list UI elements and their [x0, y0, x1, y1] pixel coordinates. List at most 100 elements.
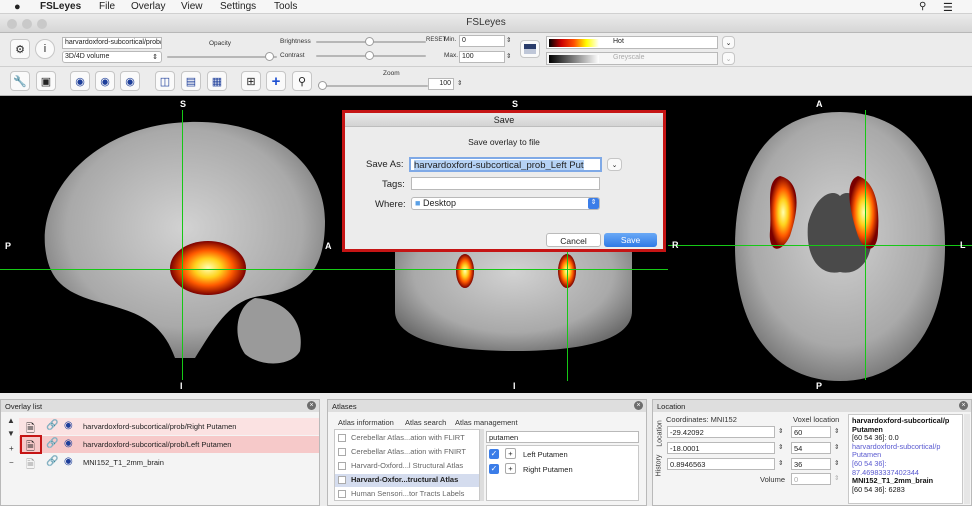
- voxel-y-stepper[interactable]: ⇕: [834, 444, 840, 451]
- locate-region-button[interactable]: +: [505, 463, 516, 474]
- min-value-input[interactable]: 0: [459, 35, 505, 47]
- close-location-icon[interactable]: ×: [959, 401, 968, 410]
- grid-layout-icon[interactable]: ▦: [207, 71, 227, 91]
- info-icon[interactable]: i: [35, 39, 55, 59]
- expand-save-panel-chevron-icon[interactable]: ⌄: [607, 158, 622, 171]
- tab-location[interactable]: Location: [656, 420, 664, 447]
- max-stepper[interactable]: ⇕: [506, 53, 512, 60]
- close-window-button[interactable]: [7, 19, 17, 29]
- coord-z-stepper[interactable]: ⇕: [778, 460, 784, 467]
- menu-tools[interactable]: Tools: [274, 1, 298, 12]
- minimize-window-button[interactable]: [22, 19, 32, 29]
- location-info-scrollbar[interactable]: [964, 414, 970, 504]
- settings-gear-icon[interactable]: ⚙: [10, 39, 30, 59]
- colormap-hot-select[interactable]: Hot: [546, 36, 718, 49]
- save-overlay-doc-icon[interactable]: 🗎: [26, 459, 35, 471]
- tab-atlas-information[interactable]: Atlas information: [338, 418, 394, 427]
- atlas-list-scrollbar[interactable]: [480, 429, 484, 501]
- zoom-magnifier-icon[interactable]: ⚲: [292, 71, 312, 91]
- voxel-y-input[interactable]: 54: [791, 442, 831, 454]
- remove-overlay-icon[interactable]: −: [9, 458, 14, 467]
- axial-view-icon[interactable]: ◉: [120, 71, 140, 91]
- atlas-checkbox[interactable]: [338, 490, 346, 498]
- wrench-icon[interactable]: 🔧: [10, 71, 30, 91]
- max-value-input[interactable]: 100: [459, 51, 505, 63]
- zoom-slider[interactable]: [318, 85, 428, 87]
- save-button[interactable]: Save: [604, 233, 657, 247]
- notification-list-icon[interactable]: ☰: [943, 2, 953, 14]
- vertical-layout-icon[interactable]: ▤: [181, 71, 201, 91]
- tags-input[interactable]: [411, 177, 600, 190]
- opacity-slider-thumb[interactable]: [265, 52, 274, 61]
- coord-y-stepper[interactable]: ⇕: [778, 444, 784, 451]
- invert-colormap-icon[interactable]: [520, 40, 540, 58]
- zoom-value-input[interactable]: 100: [428, 78, 454, 90]
- visibility-eye-icon[interactable]: ◉: [64, 438, 73, 449]
- save-overlay-doc-icon[interactable]: 🗎: [26, 441, 35, 453]
- horizontal-layout-icon[interactable]: ◫: [155, 71, 175, 91]
- tab-history[interactable]: History: [655, 454, 663, 477]
- close-atlases-icon[interactable]: ×: [634, 401, 643, 410]
- zoom-window-button[interactable]: [37, 19, 47, 29]
- save-overlay-doc-icon[interactable]: 🗎: [26, 423, 35, 435]
- reset-button[interactable]: RESET: [426, 37, 447, 43]
- result-checkbox-checked[interactable]: ✓: [489, 449, 499, 459]
- overlay-row[interactable]: 🗎 🔗 ◉ MNI152_T1_2mm_brain: [19, 454, 319, 471]
- tab-atlas-management[interactable]: Atlas management: [455, 418, 518, 427]
- voxel-z-input[interactable]: 36: [791, 458, 831, 470]
- atlas-checkbox[interactable]: [338, 476, 346, 484]
- zoom-slider-thumb[interactable]: [318, 81, 327, 90]
- close-overlay-list-icon[interactable]: ×: [307, 401, 316, 410]
- voxel-x-stepper[interactable]: ⇕: [834, 428, 840, 435]
- menu-settings[interactable]: Settings: [220, 1, 257, 12]
- negative-colormap-chevron-icon[interactable]: ⌄: [722, 52, 735, 65]
- volume-input[interactable]: 0: [791, 473, 831, 485]
- coord-x-stepper[interactable]: ⇕: [778, 428, 784, 435]
- locate-region-button[interactable]: +: [505, 448, 516, 459]
- volume-stepper[interactable]: ⇕: [834, 475, 840, 482]
- visibility-eye-icon[interactable]: ◉: [64, 456, 73, 467]
- atlas-list-item[interactable]: Cerebellar Atlas...ation with FLIRT: [335, 432, 479, 445]
- colormap-dropdown-chevron-icon[interactable]: ⌄: [722, 36, 735, 49]
- coord-x-input[interactable]: -29.42092: [667, 426, 775, 438]
- atlas-checkbox[interactable]: [338, 434, 346, 442]
- voxel-z-stepper[interactable]: ⇕: [834, 460, 840, 467]
- link-icon[interactable]: 🔗: [46, 420, 59, 431]
- coord-z-input[interactable]: 0.8946563: [667, 458, 775, 470]
- coord-y-input[interactable]: -18.0001: [667, 442, 775, 454]
- zoom-stepper[interactable]: ⇕: [457, 80, 463, 87]
- spotlight-search-icon[interactable]: ⚲: [919, 1, 927, 12]
- atlas-list-item[interactable]: Harvard-Oxford...l Structural Atlas: [335, 460, 479, 473]
- move-up-icon[interactable]: ▲: [7, 416, 15, 425]
- overlay-row[interactable]: 🗎 🔗 ◉ harvardoxford-subcortical/prob/Rig…: [19, 418, 319, 435]
- atlas-search-input[interactable]: putamen: [486, 431, 639, 443]
- atlas-list-item[interactable]: Cerebellar Atlas...ation with FNIRT: [335, 446, 479, 459]
- cancel-button[interactable]: Cancel: [546, 233, 601, 247]
- menu-file[interactable]: File: [99, 1, 116, 12]
- atlas-checkbox[interactable]: [338, 462, 346, 470]
- link-icon[interactable]: 🔗: [46, 438, 59, 449]
- add-overlay-icon[interactable]: +: [9, 444, 14, 453]
- volume-type-select[interactable]: 3D/4D volume ⇕: [62, 51, 162, 63]
- visibility-eye-icon[interactable]: ◉: [64, 420, 73, 431]
- apple-menu-icon[interactable]: ●: [14, 1, 21, 13]
- voxel-x-input[interactable]: 60: [791, 426, 831, 438]
- save-as-input[interactable]: harvardoxford-subcortical_prob_Left Put: [409, 157, 602, 172]
- overlay-name-field[interactable]: harvardoxford-subcortical/prob/Le: [62, 37, 162, 49]
- atlas-list-item[interactable]: Human Sensori...tor Tracts Labels: [335, 488, 479, 501]
- result-checkbox-checked[interactable]: ✓: [489, 464, 499, 474]
- camera-icon[interactable]: ▣: [36, 71, 56, 91]
- sagittal-view-icon[interactable]: ◉: [70, 71, 90, 91]
- atlas-checkbox[interactable]: [338, 448, 346, 456]
- link-icon[interactable]: 🔗: [46, 456, 59, 467]
- min-stepper[interactable]: ⇕: [506, 37, 512, 44]
- coronal-view-icon[interactable]: ◉: [95, 71, 115, 91]
- result-row[interactable]: ✓ + Right Putamen: [489, 463, 637, 477]
- overlay-row[interactable]: 🗎 🔗 ◉ harvardoxford-subcortical/prob/Lef…: [19, 435, 319, 454]
- colormap-greyscale-select[interactable]: Greyscale: [546, 52, 718, 65]
- menu-view[interactable]: View: [181, 1, 203, 12]
- reset-zoom-icon[interactable]: ⊞: [241, 71, 261, 91]
- app-menu[interactable]: FSLeyes: [40, 1, 82, 12]
- tab-atlas-search[interactable]: Atlas search: [405, 418, 447, 427]
- atlas-list-item[interactable]: Harvard-Oxfor...tructural Atlas: [335, 474, 479, 487]
